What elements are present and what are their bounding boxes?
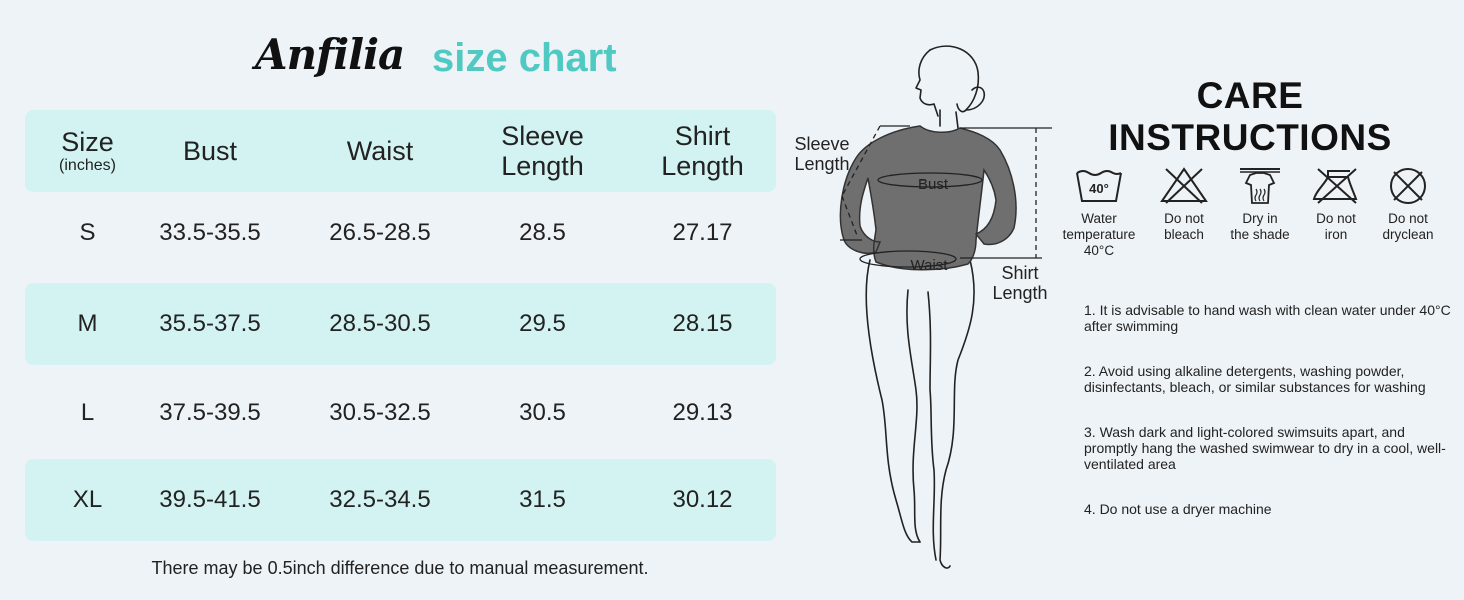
header-shirt-length: Shirt Length: [635, 110, 770, 192]
shirt-label-line1: Shirt: [1001, 263, 1039, 283]
cell-sleeve: 29.5: [519, 310, 566, 337]
care-label-iron: Do not iron: [1296, 211, 1376, 243]
cell-size: M: [77, 310, 98, 337]
cell-size: XL: [72, 486, 103, 513]
header-sleeve-length: Sleeve Length: [475, 110, 610, 192]
care-label-line: Water: [1081, 211, 1117, 226]
care-label-line: bleach: [1164, 227, 1204, 242]
header-shirt-line1: Shirt: [674, 121, 731, 151]
cell-bust: 37.5-39.5: [159, 399, 261, 426]
wash-temp-text: 40°: [1089, 181, 1109, 196]
care-item-dryclean: Do not dryclean: [1368, 165, 1448, 243]
shirt-length-label: Shirt Length: [985, 263, 1055, 303]
header-bust: Bust: [182, 136, 238, 166]
cell-shirt: 30.12: [672, 486, 733, 513]
chart-subtitle: size chart: [432, 36, 617, 80]
figure-illustration: [839, 45, 1052, 569]
cell-size: L: [80, 399, 95, 426]
header-shirt-line2: Length: [661, 151, 744, 181]
care-label-dryclean: Do not dryclean: [1368, 211, 1448, 243]
cell-bust: 39.5-41.5: [159, 486, 261, 513]
cell-waist: 26.5-28.5: [329, 219, 431, 246]
table-row: L 37.5-39.5 30.5-32.5 30.5 29.13: [25, 372, 776, 454]
cell-sleeve: 30.5: [519, 399, 566, 426]
care-label-bleach: Do not bleach: [1144, 211, 1224, 243]
header-size-label: Size: [61, 127, 114, 157]
table-row: XL 39.5-41.5 32.5-34.5 31.5 30.12: [25, 459, 776, 541]
care-note: 3. Wash dark and light-colored swimsuits…: [1084, 424, 1446, 472]
header-size: Size (inches): [35, 110, 140, 192]
dry-in-shade-icon: [1240, 168, 1280, 204]
care-instructions-title: CARE INSTRUCTIONS: [1108, 75, 1392, 158]
waist-label: Waist: [910, 257, 948, 274]
care-item-bleach: Do not bleach: [1144, 165, 1224, 243]
care-label-line: Do not: [1316, 211, 1356, 226]
cell-sleeve: 31.5: [519, 486, 566, 513]
care-label-line: the shade: [1230, 227, 1290, 242]
care-note: 2. Avoid using alkaline detergents, wash…: [1084, 363, 1426, 395]
cell-size: S: [79, 219, 96, 246]
care-label-line: Do not: [1388, 211, 1428, 226]
care-note: 1. It is advisable to hand wash with cle…: [1084, 302, 1451, 334]
sleeve-label-line1: Sleeve: [794, 134, 850, 154]
body-measurement-figure: Sleeve Length Bust Waist Shirt Length: [780, 30, 1070, 590]
care-label-line: dryclean: [1382, 227, 1434, 242]
do-not-dryclean-icon: [1390, 168, 1426, 204]
care-label-dry: Dry in the shade: [1220, 211, 1300, 243]
care-item-iron: Do not iron: [1296, 165, 1376, 243]
care-label-line: 40°C: [1083, 243, 1115, 258]
cell-shirt: 27.17: [672, 219, 733, 246]
cell-waist: 32.5-34.5: [329, 486, 431, 513]
bust-label: Bust: [917, 176, 948, 193]
measurement-footnote: There may be 0.5inch difference due to m…: [151, 558, 649, 578]
brand-logo: Anfilia: [255, 30, 405, 79]
header-size-unit: (inches): [59, 157, 116, 174]
no-bleach-icon: [1160, 167, 1208, 204]
header-sleeve-line2: Length: [501, 151, 584, 181]
care-label-line: iron: [1324, 227, 1348, 242]
cell-shirt: 29.13: [672, 399, 733, 426]
care-note: 4. Do not use a dryer machine: [1084, 501, 1272, 517]
care-item-wash: 40° Water temperature 40°C: [1059, 165, 1139, 259]
cell-waist: 28.5-30.5: [329, 310, 431, 337]
cell-shirt: 28.15: [672, 310, 733, 337]
sleeve-label-line2: Length: [794, 154, 850, 174]
cell-bust: 33.5-35.5: [159, 219, 261, 246]
sleeve-length-label: Sleeve Length: [792, 134, 852, 174]
care-label-line: Do not: [1164, 211, 1204, 226]
care-label-line: Dry in: [1242, 211, 1278, 226]
header-waist: Waist: [346, 136, 414, 166]
care-label-line: temperature: [1062, 227, 1136, 242]
care-item-dry: Dry in the shade: [1220, 165, 1300, 243]
cell-waist: 30.5-32.5: [329, 399, 431, 426]
cell-sleeve: 28.5: [519, 219, 566, 246]
do-not-iron-icon: [1312, 168, 1358, 204]
header-sleeve-line1: Sleeve: [501, 121, 584, 151]
table-header-row: Size (inches) Bust Waist Sleeve Length S…: [25, 110, 776, 192]
care-label-wash: Water temperature 40°C: [1059, 211, 1139, 259]
cell-bust: 35.5-37.5: [159, 310, 261, 337]
table-row: S 33.5-35.5 26.5-28.5 28.5 27.17: [25, 192, 776, 274]
wash-40-icon: 40°: [1076, 170, 1122, 202]
shirt-label-line2: Length: [992, 283, 1048, 303]
table-row: M 35.5-37.5 28.5-30.5 29.5 28.15: [25, 283, 776, 365]
